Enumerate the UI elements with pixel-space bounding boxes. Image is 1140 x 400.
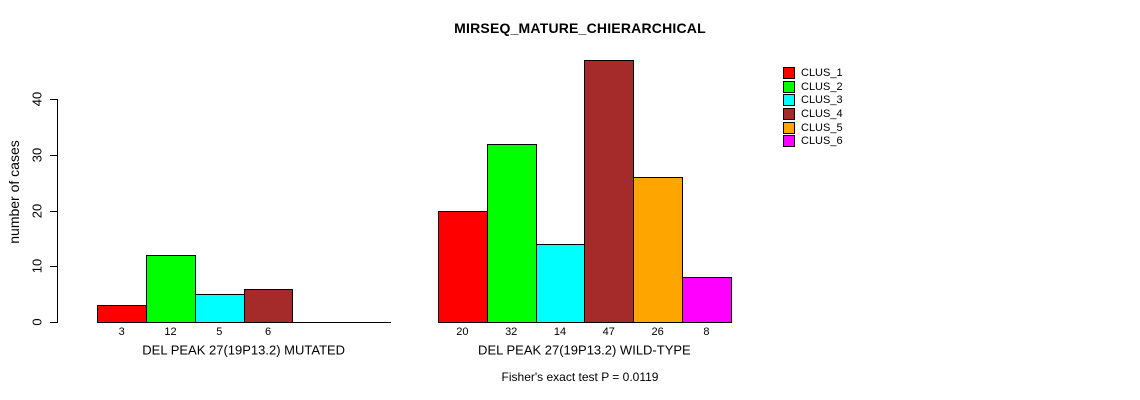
y-tick-label: 0 [29, 318, 45, 326]
legend-label: CLUS_5 [801, 121, 843, 134]
legend-row: CLUS_1 [783, 66, 843, 80]
y-tick [50, 99, 57, 100]
legend-row: CLUS_5 [783, 121, 843, 135]
y-tick [50, 266, 57, 268]
bar-value-label: 26 [651, 326, 664, 338]
bar-value-label: 3 [118, 326, 125, 338]
bar [438, 210, 488, 323]
bar-value-label: 8 [703, 326, 710, 338]
y-tick [50, 210, 57, 212]
legend-row: CLUS_2 [783, 80, 843, 94]
legend-label: CLUS_1 [801, 66, 843, 79]
group-label: DEL PEAK 27(19P13.2) WILD-TYPE [478, 342, 691, 357]
y-tick [50, 322, 57, 323]
legend-label: CLUS_6 [801, 135, 843, 148]
bar [682, 277, 732, 323]
legend-row: CLUS_6 [783, 134, 843, 148]
group-label: DEL PEAK 27(19P13.2) MUTATED [142, 342, 346, 357]
bar [486, 143, 537, 323]
legend-label: CLUS_2 [801, 80, 843, 93]
legend-label: CLUS_3 [801, 94, 843, 107]
legend: CLUS_1 CLUS_2 CLUS_3 CLUS_4 CLUS_5 CLUS_6 [783, 66, 843, 148]
legend-row: CLUS_4 [783, 107, 843, 121]
legend-swatch-icon [783, 80, 795, 93]
y-tick-label: 10 [29, 259, 45, 274]
y-tick-label: 20 [29, 203, 45, 218]
bar-value-label: 14 [553, 326, 567, 338]
y-tick [50, 154, 57, 156]
y-tick-label: 30 [29, 147, 45, 162]
bar-value-label: 5 [216, 326, 223, 338]
bar [243, 288, 294, 323]
bar [97, 305, 148, 323]
bar [194, 294, 245, 323]
bar [633, 177, 683, 323]
legend-row: CLUS_3 [783, 93, 843, 107]
fisher-test-note: Fisher's exact test P = 0.0119 [501, 370, 659, 384]
bar [584, 59, 635, 323]
bar-value-label: 12 [164, 326, 177, 338]
legend-swatch-icon [783, 66, 795, 79]
bar-value-label: 6 [265, 326, 272, 338]
y-axis-line [57, 99, 58, 323]
legend-swatch-icon [783, 135, 795, 148]
y-tick-label: 40 [29, 91, 45, 107]
chart-title: MIRSEQ_MATURE_CHIERARCHICAL [454, 20, 706, 36]
bar-value-label: 32 [505, 326, 518, 338]
bar-value-label: 20 [456, 326, 469, 338]
legend-label: CLUS_4 [801, 107, 843, 120]
legend-swatch-icon [783, 107, 795, 120]
bar-value-label: 47 [602, 326, 615, 338]
bar [535, 243, 586, 323]
legend-swatch-icon [783, 121, 795, 134]
legend-swatch-icon [783, 94, 795, 107]
bar [146, 255, 196, 323]
y-axis-label: number of cases [6, 140, 22, 244]
